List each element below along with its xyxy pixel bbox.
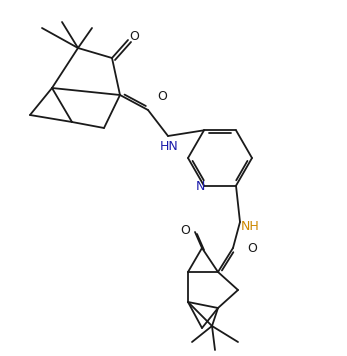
Text: O: O xyxy=(157,89,167,103)
Text: N: N xyxy=(195,180,205,193)
Text: HN: HN xyxy=(160,140,178,152)
Text: O: O xyxy=(129,30,139,42)
Text: NH: NH xyxy=(240,220,259,234)
Text: O: O xyxy=(247,241,257,255)
Text: O: O xyxy=(180,224,190,236)
